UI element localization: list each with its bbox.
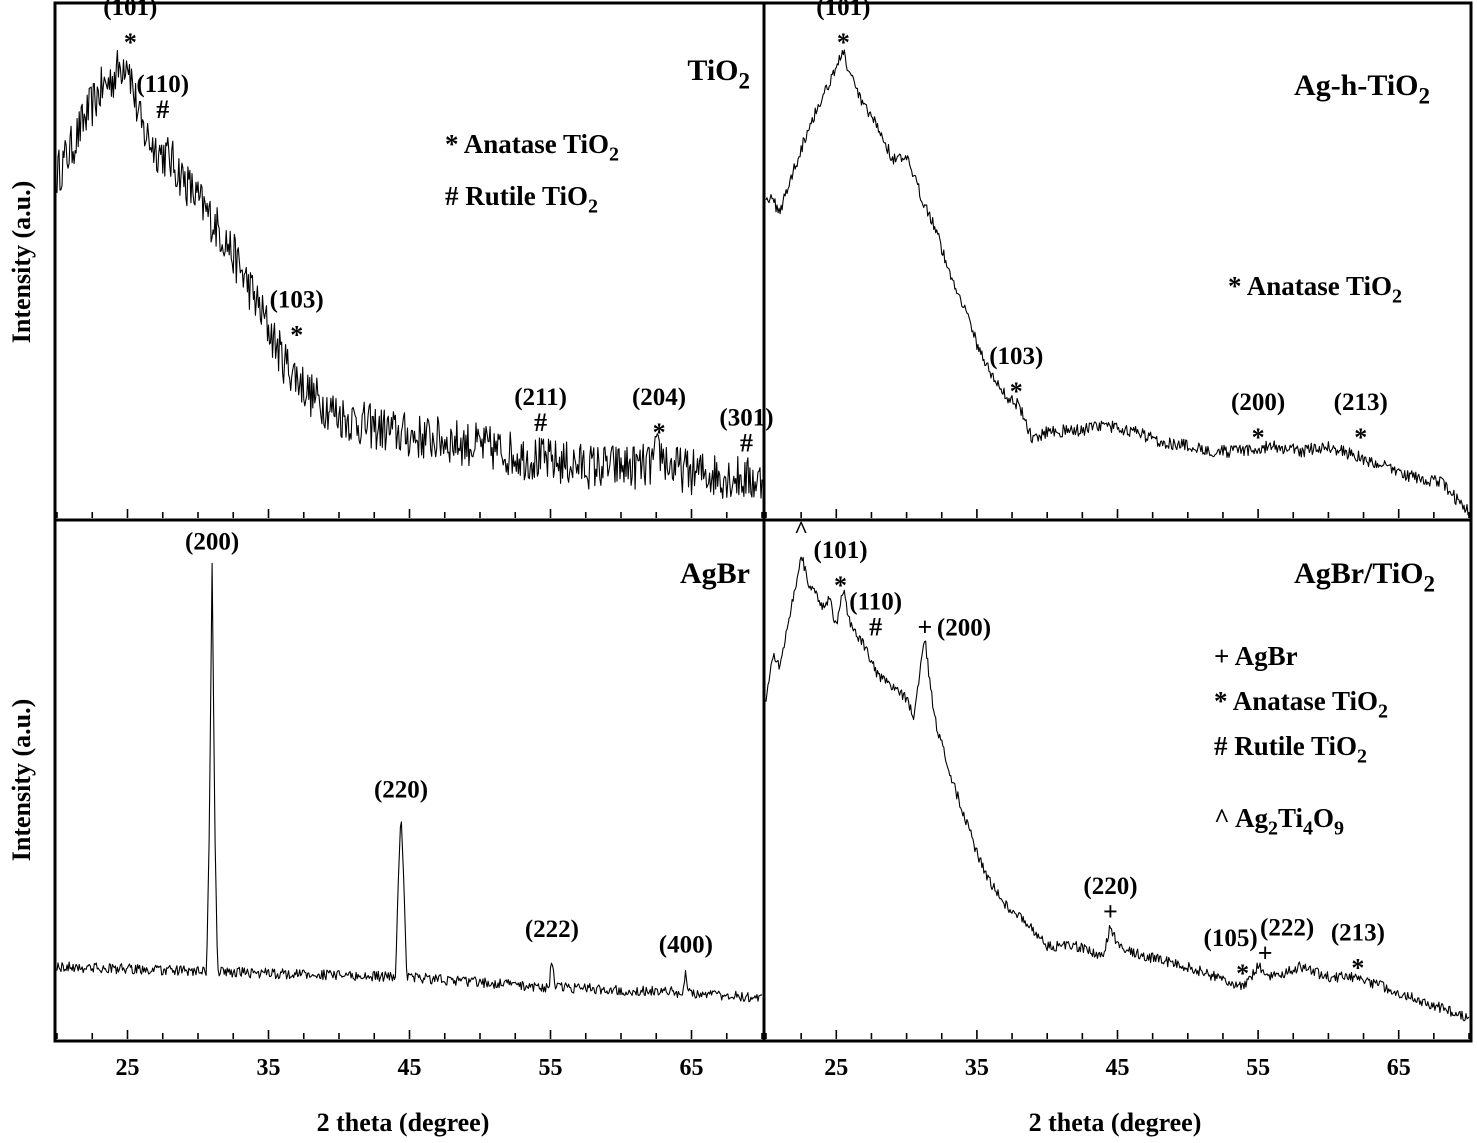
x-tick-label: 35 <box>965 1055 989 1081</box>
peak-marker: * <box>290 320 303 349</box>
ticks-layer <box>56 509 1470 1039</box>
x-tick-label: 35 <box>257 1055 281 1081</box>
panel-title-agbr-tio2: AgBr/TiO2 <box>1294 557 1435 596</box>
peak-label: (110) <box>849 589 902 616</box>
legend-entry-agbr-tio2: # Rutile TiO2 <box>1214 731 1367 768</box>
peak-label: (200) <box>185 528 239 555</box>
peak-marker: * <box>1351 954 1364 983</box>
x-tick-label: 45 <box>398 1055 422 1081</box>
peak-label: (213) <box>1334 389 1388 416</box>
legend-entry-agbr-tio2: * Anatase TiO2 <box>1214 686 1388 723</box>
peak-marker: * <box>837 28 850 57</box>
x-tick-label: 55 <box>539 1055 563 1081</box>
legend-entry-ag-h-tio2: * Anatase TiO2 <box>1228 271 1402 308</box>
peak-marker: * <box>1010 377 1023 406</box>
peak-marker: * <box>1252 423 1265 452</box>
peak-label: (200) <box>1231 389 1285 416</box>
x-tick-label: 65 <box>680 1055 704 1081</box>
x-axis-label-right: 2 theta (degree) <box>1029 1108 1202 1137</box>
panel-title-agbr: AgBr <box>680 557 750 590</box>
peak-marker: # <box>156 95 169 124</box>
panel-title-tio2: TiO2 <box>687 54 750 93</box>
xrd-trace-agbr <box>56 562 763 1003</box>
peak-label: (301) <box>719 404 773 431</box>
peak-label: (101) <box>103 0 157 21</box>
peak-marker: * <box>124 28 137 57</box>
peak-label: (103) <box>989 343 1043 370</box>
x-tick-label: 65 <box>1387 1055 1411 1081</box>
labels-layer: TiO2* Anatase TiO2# Rutile TiO2*(101)#(1… <box>103 0 1435 1081</box>
peak-label: (103) <box>270 286 324 313</box>
x-axis-label-left: 2 theta (degree) <box>317 1108 490 1137</box>
peak-marker: # <box>534 408 547 437</box>
peak-label: (213) <box>1331 920 1385 947</box>
panel-frame-agbr-tio2 <box>762 518 1473 1043</box>
peak-label: (220) <box>1083 873 1137 900</box>
peak-label: (222) <box>525 916 579 943</box>
peak-label: (222) <box>1260 914 1314 941</box>
peak-marker: + <box>1103 897 1118 926</box>
panel-frames <box>53 1 1473 1043</box>
xrd-trace-tio2 <box>56 49 763 499</box>
peak-label: (204) <box>632 384 686 411</box>
legend-entry-agbr-tio2: ^ Ag2Ti4O9 <box>1214 803 1344 840</box>
peak-marker: * <box>834 571 847 600</box>
peak-marker: + <box>1258 938 1273 967</box>
peak-label: (105) <box>1204 925 1258 952</box>
peak-marker: # <box>740 428 753 457</box>
peak-label: (110) <box>136 71 189 98</box>
legend-entry-agbr-tio2: + AgBr <box>1214 641 1298 671</box>
x-tick-label: 25 <box>824 1055 848 1081</box>
peak-marker: ^ <box>794 518 808 544</box>
xrd-trace-agbr-tio2 <box>765 556 1470 1022</box>
x-tick-label: 55 <box>1246 1055 1270 1081</box>
peak-marker: + <box>917 613 932 642</box>
y-axis-label-top: Intensity (a.u.) <box>7 181 36 344</box>
y-axis-label-bottom: Intensity (a.u.) <box>7 699 36 862</box>
peak-label: (400) <box>659 932 713 959</box>
peak-label: (200) <box>937 615 991 642</box>
xrd-trace-ag-h-tio2 <box>765 49 1470 517</box>
peak-marker: # <box>869 613 882 642</box>
peak-marker: * <box>653 418 666 447</box>
x-tick-label: 25 <box>116 1055 140 1081</box>
peak-label: (101) <box>813 537 867 564</box>
panel-title-ag-h-tio2: Ag-h-TiO2 <box>1294 69 1430 108</box>
peak-label: (220) <box>374 777 428 804</box>
peak-label: (211) <box>514 384 567 411</box>
legend-entry-tio2: # Rutile TiO2 <box>445 181 598 218</box>
traces-layer <box>56 49 1470 1022</box>
peak-marker: * <box>1236 959 1249 988</box>
peak-marker: * <box>1354 423 1367 452</box>
x-tick-label: 45 <box>1106 1055 1130 1081</box>
peak-label: (101) <box>816 0 870 21</box>
legend-entry-tio2: * Anatase TiO2 <box>445 129 619 166</box>
